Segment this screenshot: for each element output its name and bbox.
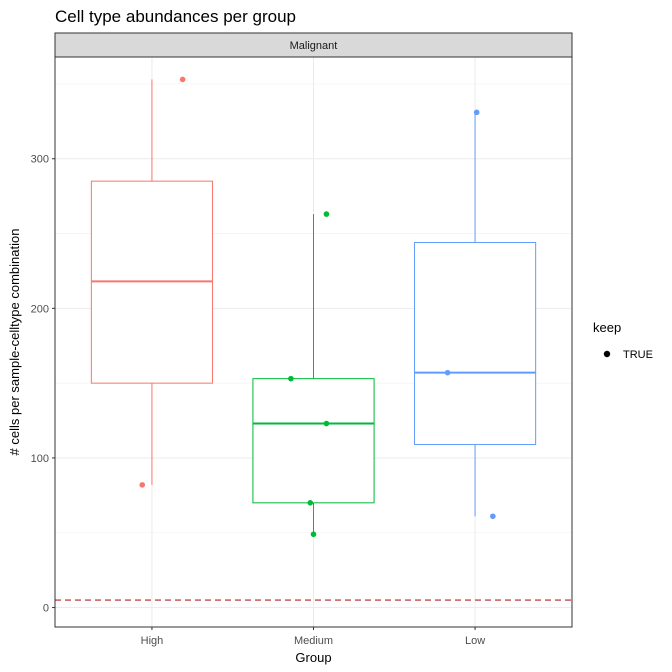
box-iqr [413, 242, 537, 445]
chart-title: Cell type abundances per group [55, 7, 296, 26]
x-tick-label: Low [465, 635, 485, 647]
boxplot-medium [252, 214, 375, 535]
points-layer [139, 76, 496, 538]
legend-title: keep [593, 320, 621, 335]
y-axis: 0 100 200 300 [31, 154, 55, 615]
x-tick-label: Medium [294, 635, 333, 647]
data-point [323, 420, 330, 427]
data-point [444, 369, 451, 376]
y-tick-label: 300 [31, 154, 49, 166]
data-point [310, 531, 317, 538]
facet-strip: Malignant [54, 32, 573, 58]
data-point [179, 76, 186, 83]
y-tick-label: 100 [31, 453, 49, 465]
boxplot-high [90, 79, 214, 485]
data-point [473, 109, 480, 116]
boxplot-low [413, 112, 537, 517]
facet-strip-label: Malignant [290, 40, 338, 52]
legend-key-circle [603, 350, 611, 358]
facet-strip-background [54, 32, 573, 58]
x-axis-title: Group [295, 650, 331, 665]
box-iqr [252, 378, 375, 504]
data-point [307, 500, 314, 506]
y-tick-label: 0 [43, 603, 49, 615]
legend-item-label: TRUE [623, 349, 653, 361]
x-tick-label: High [141, 635, 164, 647]
y-tick-label: 200 [31, 303, 49, 315]
legend: keep TRUE [593, 320, 653, 361]
boxplot-layer [90, 79, 537, 535]
data-point [288, 375, 294, 382]
data-point [139, 482, 146, 488]
data-point [323, 211, 330, 217]
data-point [490, 513, 496, 520]
x-axis: High Medium Low [141, 627, 485, 647]
plot-panel [54, 56, 573, 628]
y-axis-title: # cells per sample-celltype combination [7, 229, 22, 456]
